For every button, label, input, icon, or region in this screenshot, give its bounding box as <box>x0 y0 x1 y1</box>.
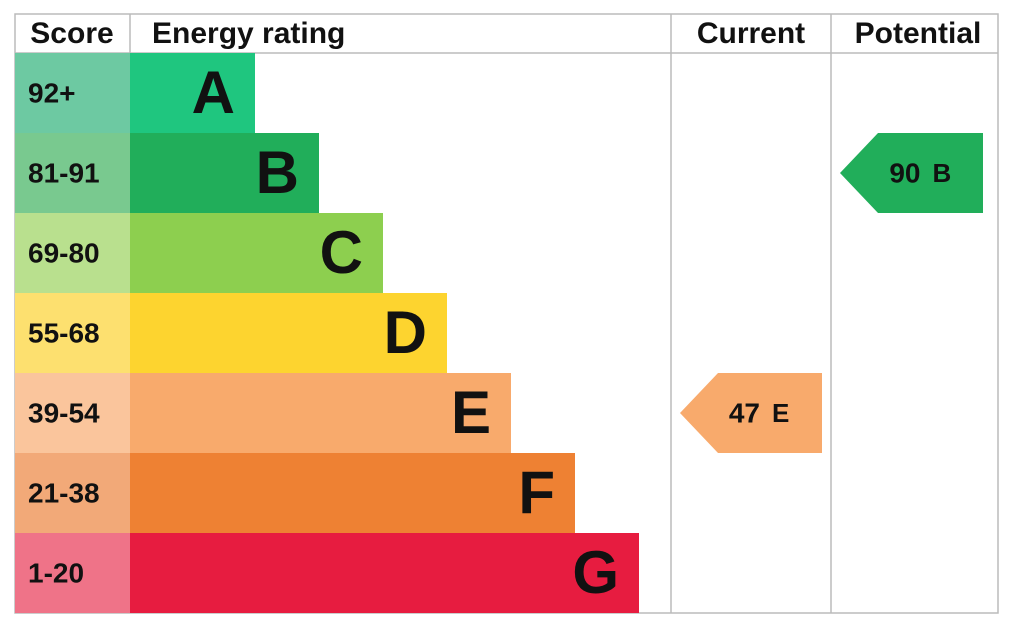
band-bar <box>130 453 575 533</box>
band-score: 92+ <box>28 77 76 108</box>
score-cell <box>15 533 130 613</box>
band-bar <box>130 533 639 613</box>
band-score: 69-80 <box>28 237 100 268</box>
band-score: 1-20 <box>28 557 84 588</box>
band-bar <box>130 373 511 453</box>
band-letter: B <box>256 139 299 206</box>
header-rating: Energy rating <box>152 17 345 50</box>
header-current: Current <box>697 17 805 50</box>
band-letter: D <box>384 299 427 366</box>
current-value: 47 <box>729 397 760 428</box>
score-cell <box>15 293 130 373</box>
score-cell <box>15 373 130 453</box>
band-bar <box>130 133 319 213</box>
score-cell <box>15 53 130 133</box>
band-bar <box>130 213 383 293</box>
band-bar <box>130 53 255 133</box>
header-score: Score <box>30 17 113 50</box>
score-cell <box>15 453 130 533</box>
band-letter: G <box>572 539 619 606</box>
header-potential: Potential <box>855 17 982 50</box>
potential-letter: B <box>933 158 952 188</box>
band-letter: F <box>518 459 555 526</box>
band-score: 55-68 <box>28 317 100 348</box>
band-score: 21-38 <box>28 477 100 508</box>
band-score: 81-91 <box>28 157 100 188</box>
band-letter: C <box>320 219 363 286</box>
band-score: 39-54 <box>28 397 100 428</box>
current-arrow <box>680 373 822 453</box>
score-cell <box>15 213 130 293</box>
potential-arrow <box>840 133 983 213</box>
score-cell <box>15 133 130 213</box>
band-bar <box>130 293 447 373</box>
band-letter: A <box>192 59 235 126</box>
band-letter: E <box>451 379 491 446</box>
current-letter: E <box>772 398 789 428</box>
potential-value: 90 <box>889 157 920 188</box>
